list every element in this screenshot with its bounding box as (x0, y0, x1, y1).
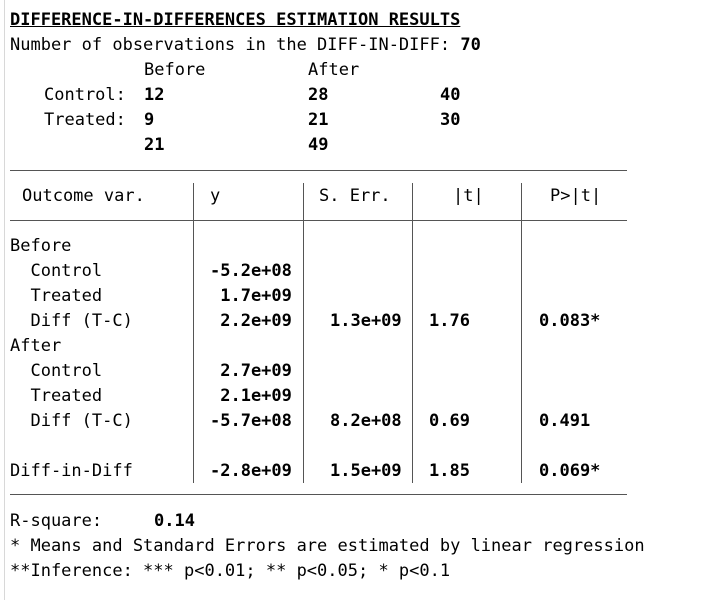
counts-header-before: Before (144, 60, 206, 80)
nobs-value: 70 (460, 35, 481, 55)
cell-label: Before (10, 236, 72, 256)
cell-se: 1.5e+09 (330, 461, 402, 481)
cell-p: 0.069* (539, 461, 601, 481)
results-title: DIFFERENCE-IN-DIFFERENCES ESTIMATION RES… (10, 10, 461, 30)
cell-label: Treated (10, 286, 103, 306)
cell-y: -5.2e+08 (210, 261, 292, 281)
header-outcome-var: Outcome var. (22, 186, 145, 206)
cell-label: Treated (10, 386, 103, 406)
cell-label: Control (10, 361, 103, 381)
cell-t: 1.76 (429, 311, 470, 331)
counts-treated-before: 9 (144, 110, 155, 130)
table-col-divider-2 (303, 183, 304, 483)
cell-label: After (10, 336, 62, 356)
cell-p: 0.491 (539, 411, 591, 431)
cell-label: Diff-in-Diff (10, 461, 133, 481)
rsq-value: 0.14 (154, 511, 195, 531)
cell-y: -5.7e+08 (210, 411, 292, 431)
counts-control-before: 12 (144, 85, 165, 105)
table-header-rule (10, 220, 627, 221)
counts-control-after: 28 (308, 85, 329, 105)
rsq-line: R-square: 0.14 (10, 509, 195, 534)
cell-y: 1.7e+09 (210, 286, 292, 306)
counts-treated-label: Treated: (44, 110, 126, 130)
table-col-divider-3 (412, 183, 413, 483)
header-y: y (210, 186, 221, 206)
cell-t: 1.85 (429, 461, 470, 481)
cell-se: 1.3e+09 (330, 311, 402, 331)
cell-label: Diff (T-C) (10, 411, 133, 431)
cell-y: -2.8e+09 (210, 461, 292, 481)
nobs-label: Number of observations in the DIFF-IN-DI… (10, 35, 451, 55)
counts-treated-total: 30 (440, 110, 461, 130)
note-estimation: * Means and Standard Errors are estimate… (10, 536, 645, 556)
nobs-line: Number of observations in the DIFF-IN-DI… (10, 33, 481, 58)
cell-t: 0.69 (429, 411, 470, 431)
table-col-divider-4 (521, 183, 522, 483)
note-inference: **Inference: *** p<0.01; ** p<0.05; * p<… (10, 561, 451, 581)
cell-y: 2.7e+09 (210, 361, 292, 381)
table-bottom-rule (10, 494, 627, 495)
table-top-rule (10, 170, 627, 171)
rsq-label: R-square: (10, 511, 103, 531)
cell-y: 2.1e+09 (210, 386, 292, 406)
header-abs-t: |t| (453, 186, 484, 206)
counts-control-label: Control: (44, 85, 126, 105)
counts-header-after: After (308, 60, 360, 80)
header-p-value: P>|t| (550, 186, 602, 206)
counts-total-after: 49 (308, 135, 329, 155)
table-col-divider-1 (193, 183, 194, 483)
cell-y: 2.2e+09 (210, 311, 292, 331)
output-window-left-border (4, 0, 5, 600)
counts-control-total: 40 (440, 85, 461, 105)
counts-total-before: 21 (144, 135, 165, 155)
cell-se: 8.2e+08 (330, 411, 402, 431)
cell-p: 0.083* (539, 311, 601, 331)
cell-label: Diff (T-C) (10, 311, 133, 331)
cell-label: Control (10, 261, 103, 281)
header-std-err: S. Err. (319, 186, 391, 206)
counts-treated-after: 21 (308, 110, 329, 130)
